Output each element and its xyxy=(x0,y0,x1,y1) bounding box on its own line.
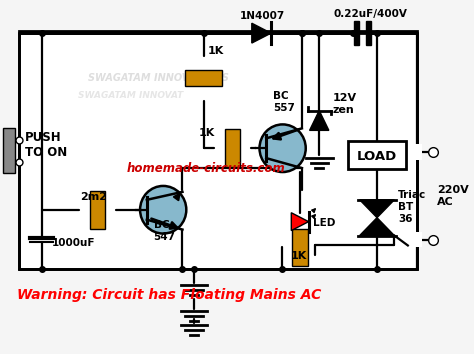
Text: BC
547: BC 547 xyxy=(154,220,175,241)
Polygon shape xyxy=(252,23,271,43)
Text: SWAGATAM INNOVATIONS: SWAGATAM INNOVATIONS xyxy=(88,73,229,83)
Text: 220V
AC: 220V AC xyxy=(437,185,468,207)
Polygon shape xyxy=(292,213,309,230)
Text: 1N4007: 1N4007 xyxy=(240,11,285,21)
Text: Triac
BT
36: Triac BT 36 xyxy=(398,190,427,224)
Bar xyxy=(292,229,308,266)
Text: 0.22uF/400V: 0.22uF/400V xyxy=(334,9,408,19)
Text: LED: LED xyxy=(313,218,336,228)
Polygon shape xyxy=(360,200,394,218)
Text: PUSH
TO ON: PUSH TO ON xyxy=(25,131,67,159)
Text: homemade-circuits.com: homemade-circuits.com xyxy=(127,162,285,175)
Polygon shape xyxy=(310,110,329,130)
Text: 2m2: 2m2 xyxy=(81,192,108,202)
FancyBboxPatch shape xyxy=(19,31,418,269)
Text: 1K: 1K xyxy=(208,46,224,56)
Text: LOAD: LOAD xyxy=(357,150,397,163)
Polygon shape xyxy=(360,218,394,235)
Circle shape xyxy=(259,124,306,172)
Text: 1K: 1K xyxy=(199,128,215,138)
Text: 1K: 1K xyxy=(291,251,307,261)
Bar xyxy=(366,21,371,45)
FancyBboxPatch shape xyxy=(348,141,406,169)
Bar xyxy=(225,129,240,167)
Text: 1000uF: 1000uF xyxy=(52,239,95,249)
Bar xyxy=(185,70,222,86)
Bar xyxy=(415,232,422,247)
Bar xyxy=(354,21,359,45)
Bar xyxy=(415,144,422,160)
Circle shape xyxy=(140,186,186,234)
Text: SWAGATAM INNOVAT: SWAGATAM INNOVAT xyxy=(78,91,184,99)
Text: Warning: Circuit has Floating Mains AC: Warning: Circuit has Floating Mains AC xyxy=(17,288,321,302)
Bar xyxy=(3,129,15,173)
Text: 12V
zen: 12V zen xyxy=(333,93,357,114)
Bar xyxy=(90,191,105,229)
Text: BC
557: BC 557 xyxy=(273,91,295,113)
